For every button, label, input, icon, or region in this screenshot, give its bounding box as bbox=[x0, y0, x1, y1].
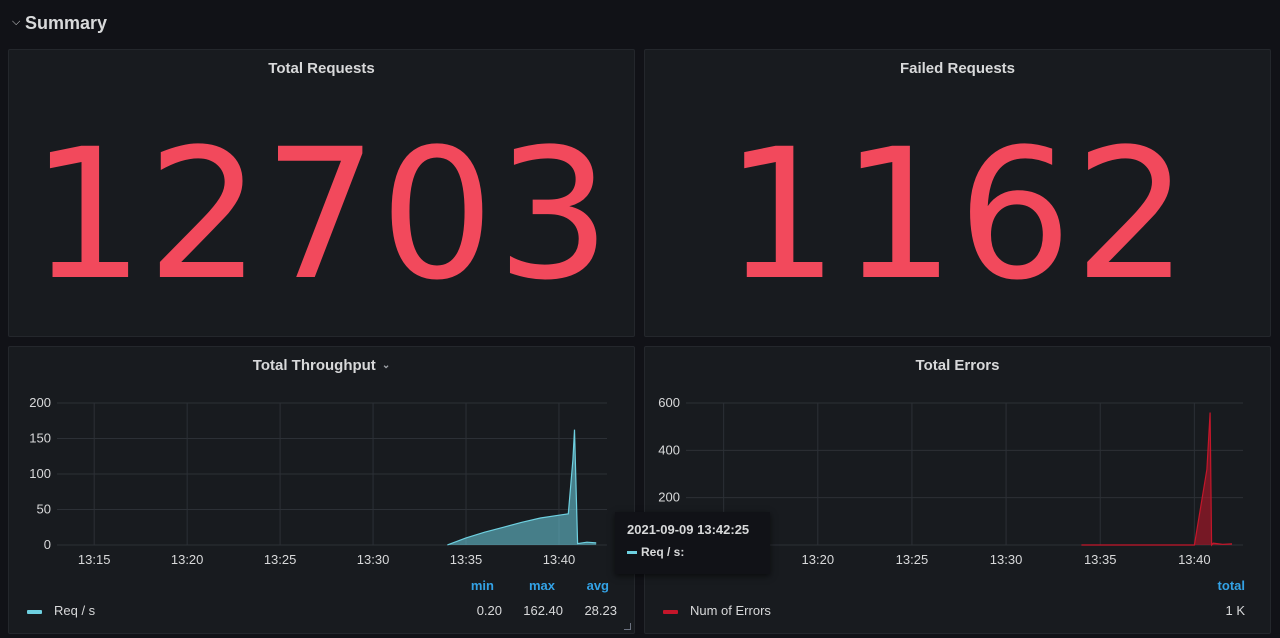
stat-value: 12703 bbox=[30, 111, 613, 320]
panel-title: Total Errors bbox=[915, 357, 1000, 374]
x-tick-label: 13:40 bbox=[543, 552, 576, 567]
series-color-swatch[interactable] bbox=[27, 609, 42, 614]
x-tick-label: 13:30 bbox=[357, 552, 390, 567]
legend-series[interactable]: Num of Errors bbox=[663, 603, 771, 618]
legend-value-avg: 28.23 bbox=[584, 603, 617, 618]
chevron-down-icon: ⌵ bbox=[12, 15, 21, 28]
x-tick-label: 13:30 bbox=[990, 552, 1023, 567]
x-tick-label: 13:25 bbox=[264, 552, 297, 567]
legend-header-avg[interactable]: avg bbox=[586, 578, 609, 593]
panel-failed-requests[interactable]: Failed Requests 1162 bbox=[644, 49, 1271, 337]
x-tick-label: 13:35 bbox=[1084, 552, 1117, 567]
legend-series-label: Num of Errors bbox=[690, 603, 771, 618]
panel-title: Total Requests bbox=[268, 60, 375, 77]
legend-series[interactable]: Req / s bbox=[27, 603, 95, 618]
series-line bbox=[1081, 412, 1233, 547]
panel-title: Failed Requests bbox=[899, 60, 1016, 77]
panel-title-text: Total Throughput bbox=[252, 357, 376, 374]
y-tick-label: 400 bbox=[658, 442, 680, 457]
series-area bbox=[447, 429, 597, 545]
legend-value-max: 162.40 bbox=[523, 603, 563, 618]
panel-total-errors[interactable]: Total Errors 020040060013:1513:2013:2513… bbox=[644, 346, 1271, 634]
legend-series-label: Req / s bbox=[54, 603, 96, 618]
tooltip-series-swatch bbox=[627, 551, 637, 555]
legend-value-min: 0.20 bbox=[476, 603, 502, 618]
legend-header-max[interactable]: max bbox=[528, 578, 555, 593]
x-tick-label: 13:15 bbox=[78, 552, 111, 567]
y-tick-label: 0 bbox=[44, 537, 51, 552]
y-tick-label: 100 bbox=[29, 466, 51, 481]
y-tick-label: 150 bbox=[29, 431, 51, 446]
row-title: Summary bbox=[25, 12, 108, 33]
throughput-chart[interactable]: 0 50 100 150 200 13:15 13:20 13:25 13:30 13:35 13:… bbox=[9, 347, 636, 577]
x-tick-label: 13:40 bbox=[1178, 552, 1211, 567]
x-tick-label: 13:20 bbox=[171, 552, 204, 567]
series-line bbox=[447, 429, 597, 546]
row-header-summary[interactable]: ⌵ Summary bbox=[12, 10, 107, 36]
tooltip-time: 2021-09-09 13:42:25 bbox=[627, 522, 750, 537]
x-tick-label: 13:20 bbox=[802, 552, 835, 567]
y-tick-label: 200 bbox=[29, 395, 51, 410]
tooltip-series: Req / s: bbox=[627, 545, 758, 559]
legend-header-total[interactable]: total bbox=[1217, 578, 1245, 593]
legend-value-total: 1 K bbox=[1225, 603, 1245, 618]
resize-handle[interactable] bbox=[624, 623, 631, 630]
x-tick-label: 13:35 bbox=[450, 552, 483, 567]
legend-header-min[interactable]: min bbox=[470, 578, 494, 593]
panel-total-requests[interactable]: Total Requests 12703 bbox=[8, 49, 635, 337]
graph-tooltip: 2021-09-09 13:42:25 Req / s: bbox=[615, 512, 770, 574]
y-tick-label: 600 bbox=[658, 395, 680, 410]
y-tick-label: 200 bbox=[658, 490, 680, 505]
chevron-down-icon: ⌄ bbox=[381, 360, 391, 371]
panel-total-throughput[interactable]: Total Throughput ⌄ 0 50 100 150 200 13:15 13:20… bbox=[8, 346, 635, 634]
tooltip-series-label: Req / s: bbox=[641, 545, 685, 559]
stat-value: 1162 bbox=[724, 111, 1191, 320]
x-tick-label: 13:25 bbox=[896, 552, 929, 567]
y-tick-label: 50 bbox=[37, 502, 51, 517]
panel-title-menu[interactable]: Total Throughput ⌄ bbox=[9, 357, 634, 374]
series-color-swatch[interactable] bbox=[663, 609, 678, 614]
